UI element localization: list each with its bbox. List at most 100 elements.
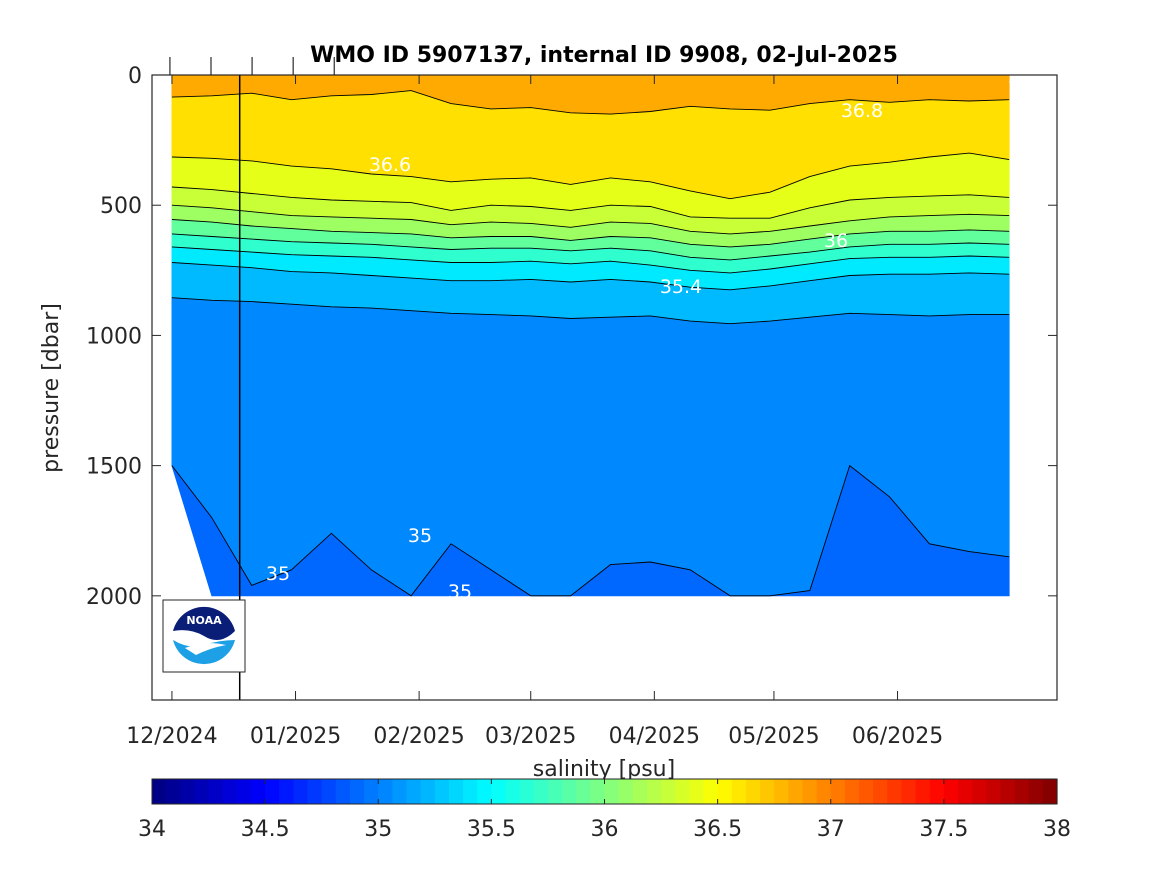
colorbar-segment <box>349 779 365 804</box>
colorbar-segment <box>293 779 309 804</box>
colorbar-segment <box>321 779 337 804</box>
colorbar-segment <box>731 779 747 804</box>
colorbar-segment <box>929 779 945 804</box>
colorbar-segment <box>703 779 719 804</box>
y-tick-label: 0 <box>128 64 142 89</box>
contour-line-2 <box>171 186 1010 219</box>
colorbar-segment <box>632 779 648 804</box>
colorbar-segment <box>392 779 408 804</box>
colorbar-segment <box>1014 779 1030 804</box>
axes-box <box>151 74 1058 701</box>
colorbar-segment <box>265 779 280 804</box>
colorbar-segment <box>505 779 521 804</box>
x-tick-label: 01/2025 <box>250 724 341 749</box>
colorbar-segment <box>830 779 846 804</box>
contour-line-7 <box>171 262 1010 291</box>
colorbar-segment <box>250 779 266 804</box>
y-tick-label: 500 <box>100 194 142 219</box>
y-tick-label: 1500 <box>86 455 142 480</box>
colorbar-segment <box>533 779 549 804</box>
colorbar-tick-label: 34 <box>138 817 166 842</box>
colorbar-tick-label: 36.5 <box>693 817 742 842</box>
colorbar-segment <box>208 779 224 804</box>
contour-line-4 <box>171 219 1010 248</box>
x-tick-label: 03/2025 <box>485 724 576 749</box>
colorbar-segment <box>859 779 874 804</box>
colorbar-tick-label: 35 <box>364 817 392 842</box>
contour-line-5 <box>171 233 1010 261</box>
colorbar-tick-label: 38 <box>1043 817 1071 842</box>
colorbar-segment <box>562 779 577 804</box>
colorbar-segment <box>661 779 676 804</box>
y-tick-label: 1000 <box>86 324 142 349</box>
colorbar-segment <box>420 779 436 804</box>
colorbar-segment <box>406 779 422 804</box>
axes: 12/2024 01/2025 02/2025 03/2025 04/2025 05/20… <box>86 64 1058 749</box>
colorbar-segment <box>279 779 295 804</box>
chart-title: WMO ID 5907137, internal ID 9908, 02-Jul… <box>310 43 898 68</box>
colorbar-segment <box>1028 779 1044 804</box>
colorbar-segment <box>434 779 450 804</box>
contour-line-9 <box>171 464 1010 597</box>
colorbar-segment <box>576 779 591 804</box>
contour-label: 35 <box>266 563 290 585</box>
colorbar-tick-label: 37.5 <box>919 817 968 842</box>
contour-label: 35.4 <box>660 276 702 298</box>
colorbar-segment <box>152 779 167 804</box>
colorbar-segment <box>887 779 903 804</box>
colorbar-tick-label: 35.5 <box>467 817 516 842</box>
colorbar-segment <box>788 779 804 804</box>
colorbar-segment <box>307 779 323 804</box>
colorbar-segment <box>448 779 464 804</box>
colorbar-tick-label: 36 <box>591 817 619 842</box>
colorbar-segment <box>547 779 563 804</box>
contour-label: 36.6 <box>369 154 411 176</box>
colorbar-segment <box>1042 779 1058 804</box>
colorbar-segment <box>915 779 931 804</box>
colorbar-segment <box>958 779 973 804</box>
y-axis-label: pressure [dbar] <box>39 303 64 473</box>
colorbar-segment <box>901 779 917 804</box>
colorbar-segment <box>236 779 252 804</box>
contour-line-0 <box>171 90 1010 115</box>
colorbar-segment <box>717 779 733 804</box>
colorbar-tick-label: 37 <box>817 817 845 842</box>
colorbar-segment <box>378 779 393 804</box>
colorbar-segment <box>972 779 987 804</box>
colorbar-segment <box>180 779 196 804</box>
contour-line-8 <box>171 297 1010 325</box>
x-tick-label: 05/2025 <box>728 724 819 749</box>
contour-line-1 <box>171 152 1010 200</box>
colorbar-segment <box>774 779 789 804</box>
colorbar: 34 34.5 35 35.5 36 36.5 37 37.5 38 <box>138 778 1071 842</box>
x-tick-label: 02/2025 <box>373 724 464 749</box>
contour-label: 35 <box>448 581 472 603</box>
contour-label: 37 <box>1008 66 1032 88</box>
x-tick-label: 12/2024 <box>126 724 217 749</box>
colorbar-segment <box>873 779 888 804</box>
colorbar-segment <box>335 779 351 804</box>
x-tick-label: 04/2025 <box>609 724 700 749</box>
contour-label: 35 <box>408 525 432 547</box>
colorbar-segment <box>760 779 775 804</box>
colorbar-segment <box>646 779 662 804</box>
colorbar-segment <box>675 779 690 804</box>
noaa-logo-icon: NOAA <box>162 599 246 673</box>
colorbar-segment <box>519 779 535 804</box>
colorbar-segment <box>364 779 379 804</box>
colorbar-segment <box>166 779 181 804</box>
colorbar-segment <box>816 779 832 804</box>
noaa-logo-text: NOAA <box>186 614 222 627</box>
colorbar-label: salinity [psu] <box>533 757 675 782</box>
colorbar-segment <box>477 779 492 804</box>
colorbar-segment <box>802 779 818 804</box>
colorbar-segment <box>491 779 507 804</box>
colorbar-segment <box>222 779 238 804</box>
colorbar-segment <box>745 779 761 804</box>
colorbar-segment <box>689 779 705 804</box>
colorbar-segment <box>1000 779 1016 804</box>
x-tick-label: 06/2025 <box>852 724 943 749</box>
colorbar-segment <box>604 779 620 804</box>
colorbar-segment <box>943 779 959 804</box>
